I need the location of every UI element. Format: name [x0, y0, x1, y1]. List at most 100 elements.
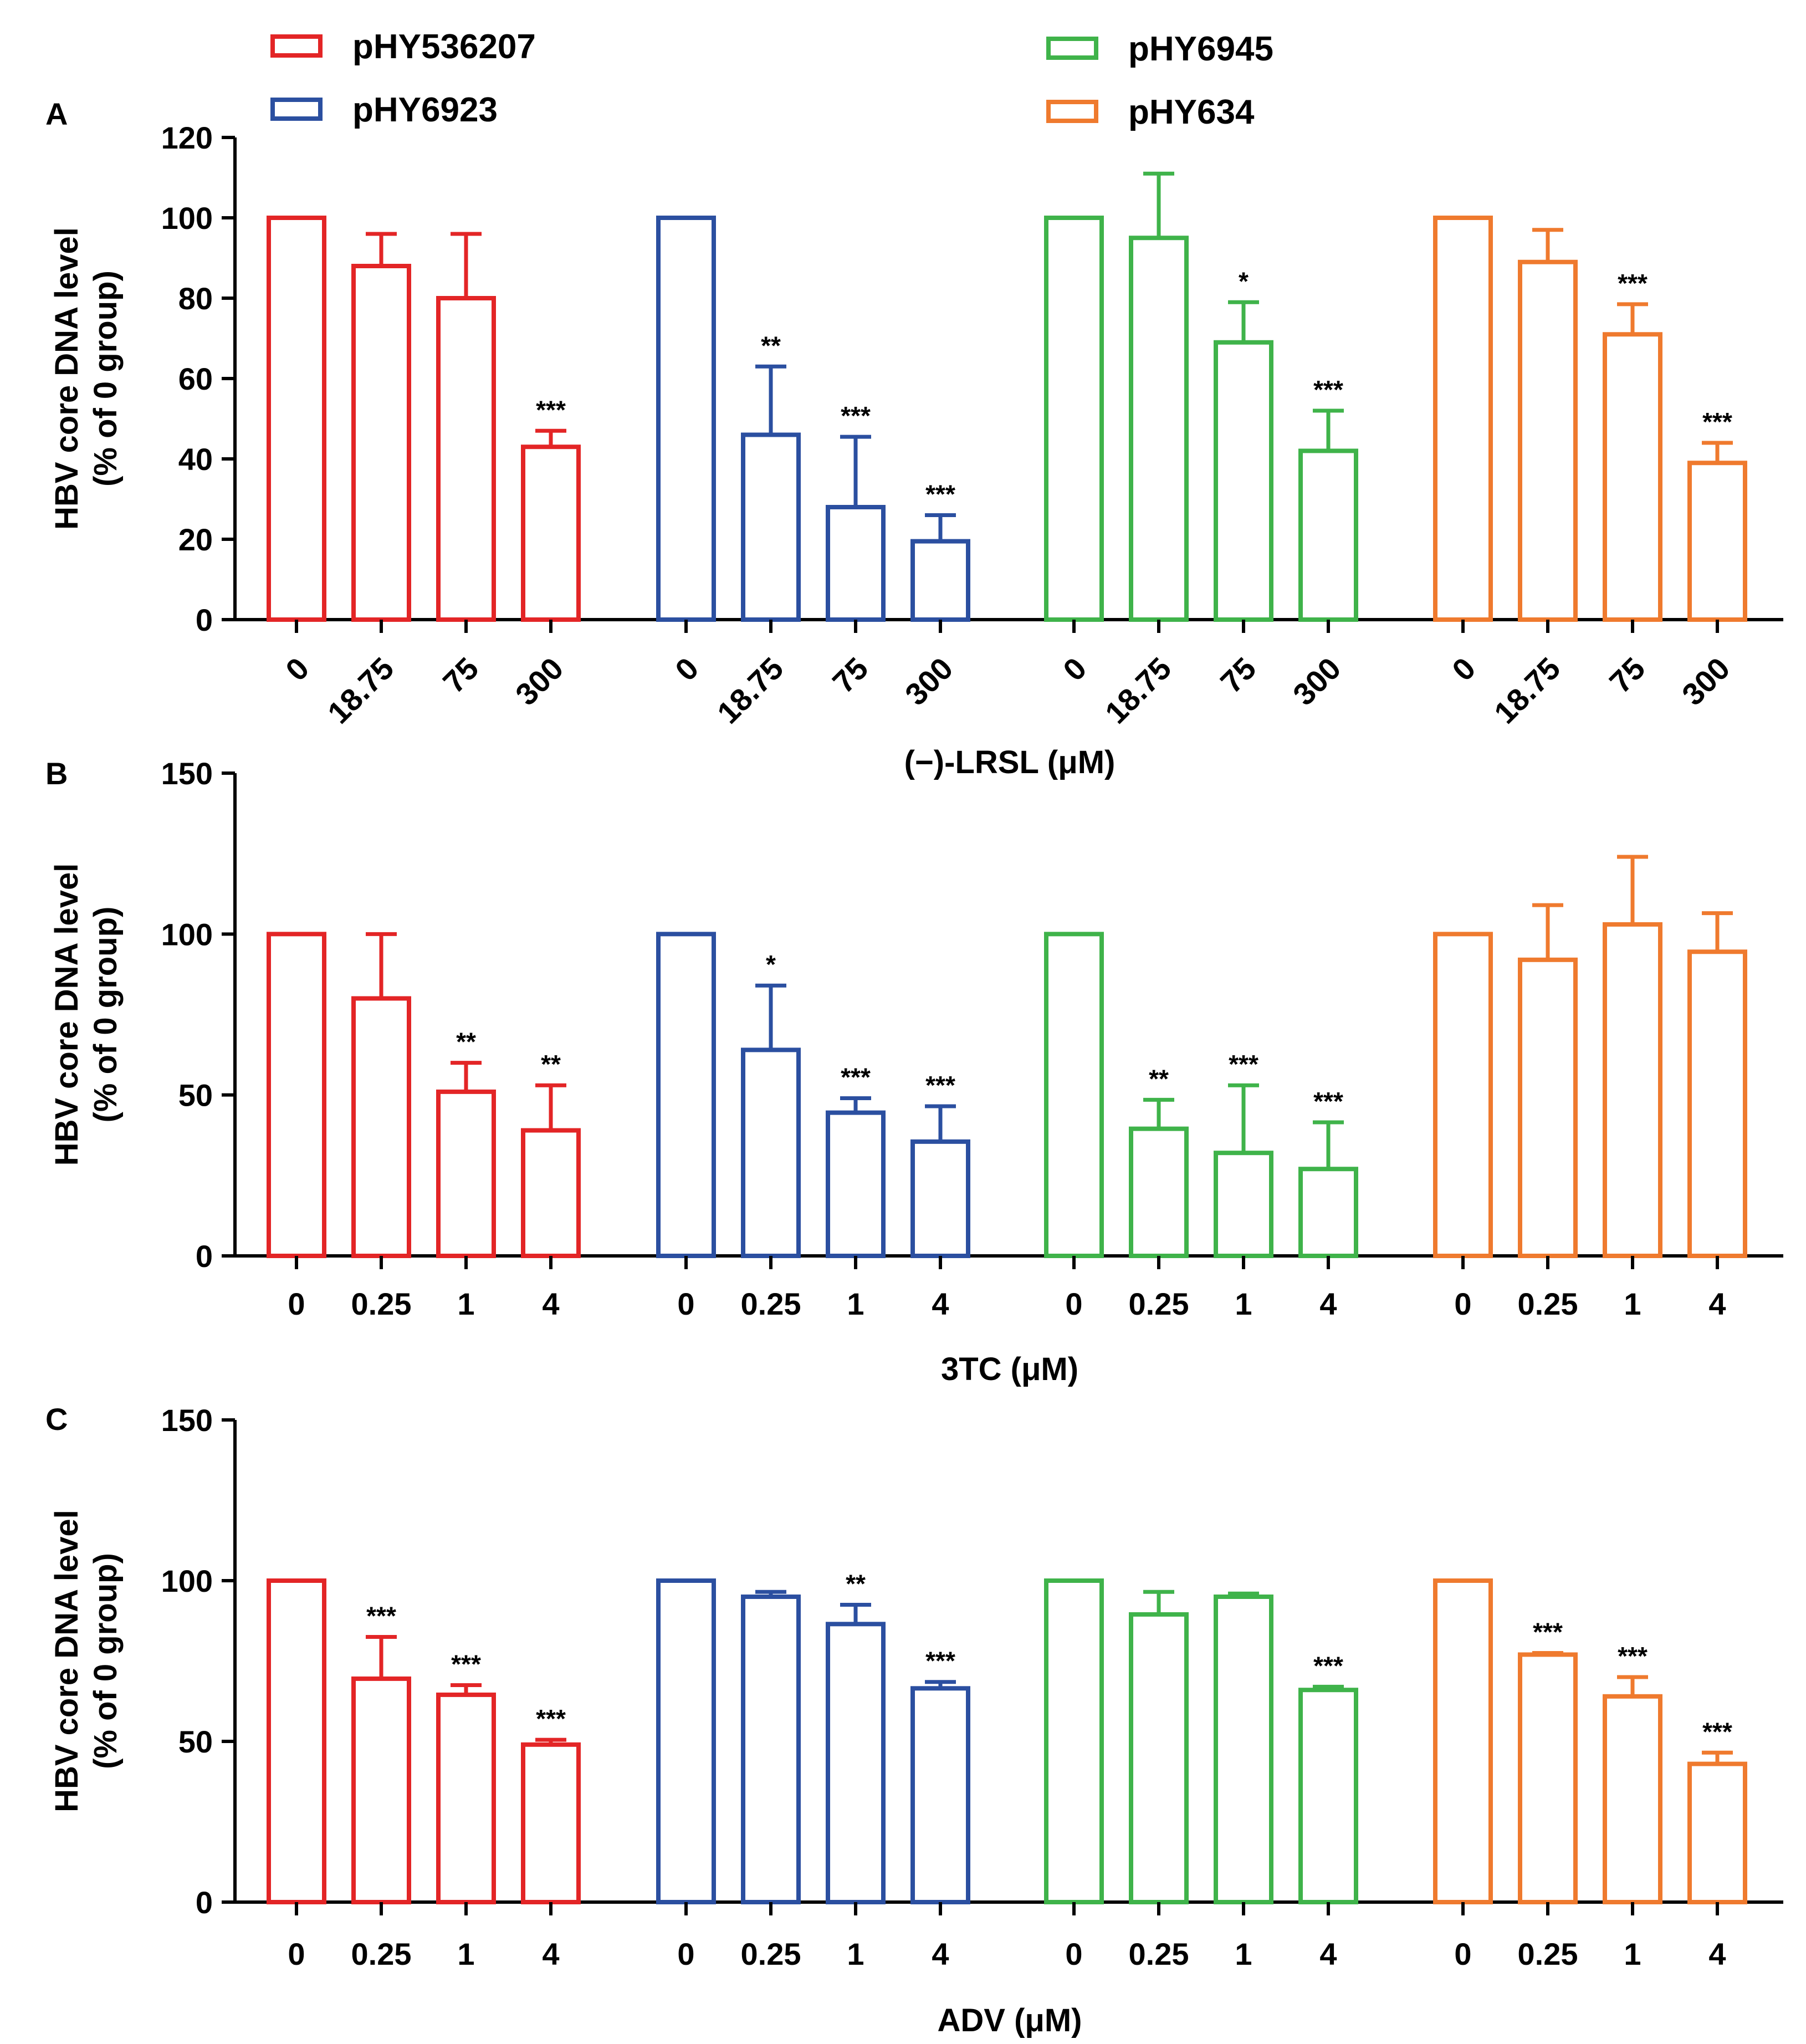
significance-stars: ***	[841, 401, 871, 430]
legend-swatch-pHY6945	[1046, 37, 1098, 60]
significance-stars: ***	[841, 1062, 871, 1091]
bar	[741, 1047, 801, 1258]
y-tick-label: 50	[178, 1724, 213, 1759]
significance-stars: ***	[1618, 269, 1648, 298]
bar	[1214, 340, 1273, 622]
significance-stars: ***	[536, 1704, 566, 1733]
legend: pHY536207 pHY6923 pHY6945 pHY634	[270, 28, 1273, 131]
significance-stars: ***	[1533, 1618, 1563, 1647]
bar	[1044, 216, 1104, 622]
y-axis-label-line1: HBV core DNA level	[49, 1510, 85, 1812]
x-tick-label: 0	[1065, 1936, 1082, 1971]
series-pHY536207: ** **	[267, 932, 581, 1259]
significance-stars: *	[1239, 267, 1249, 295]
y-tick-label: 150	[161, 756, 213, 791]
x-tick-label: 75	[1214, 651, 1263, 700]
bar	[1214, 1595, 1273, 1904]
bar	[267, 932, 326, 1259]
x-tick-label: 1	[1624, 1936, 1641, 1971]
significance-stars: **	[761, 331, 781, 360]
bar	[1298, 448, 1358, 622]
x-tick-label: 0.25	[1129, 1936, 1189, 1971]
series-pHY634	[1433, 855, 1747, 1259]
x-axis-label-A: (−)-LRSL (μM)	[904, 744, 1116, 780]
x-tick-label: 4	[1708, 1286, 1726, 1321]
x-tick-label: 18.75	[1098, 651, 1178, 730]
x-tick-label: 0.25	[1518, 1936, 1578, 1971]
bar	[1433, 1578, 1493, 1904]
significance-stars: ***	[1313, 375, 1343, 404]
panel-letter-C: C	[45, 1402, 68, 1437]
y-tick-label: 50	[178, 1078, 213, 1113]
bar	[521, 1742, 581, 1905]
significance-stars: ***	[1618, 1642, 1648, 1670]
x-tick-label: 0.25	[1518, 1286, 1578, 1321]
legend-label-pHY6945: pHY6945	[1128, 30, 1273, 68]
bar	[1603, 332, 1662, 622]
x-tick-label: 75	[436, 651, 485, 700]
x-tick-label: 4	[932, 1936, 949, 1971]
bar	[656, 932, 716, 1259]
y-tick-label: 0	[196, 1239, 213, 1274]
x-tick-label: 1	[1235, 1286, 1252, 1321]
x-tick-label: 1	[847, 1936, 864, 1971]
y-tick-label: 0	[196, 1885, 213, 1920]
x-tick-label: 4	[1708, 1936, 1726, 1971]
x-axis-label-B: 3TC (μM)	[941, 1351, 1078, 1387]
x-tick-label: 0.25	[741, 1936, 801, 1971]
bar	[1518, 259, 1578, 622]
x-tick-label: 4	[542, 1936, 559, 1971]
x-tick-label: 0.25	[351, 1936, 412, 1971]
bar	[741, 1595, 801, 1904]
bar	[741, 432, 801, 622]
x-tick-label: 4	[1319, 1936, 1337, 1971]
x-tick-label: 0	[677, 1936, 694, 1971]
series-pHY6923: **** ***	[656, 932, 970, 1259]
x-tick-label: 18.75	[321, 651, 401, 730]
significance-stars: ***	[366, 1602, 396, 1631]
x-tick-label: 1	[1235, 1936, 1252, 1971]
bar	[1603, 922, 1662, 1258]
legend-label-pHY536207: pHY536207	[352, 28, 536, 66]
x-tick-label: 0.25	[1129, 1286, 1189, 1321]
series-pHY6945: ***	[1044, 1578, 1358, 1904]
x-tick-label: 75	[826, 651, 875, 700]
x-tick-label: 0.25	[351, 1286, 412, 1321]
y-axis-label-A: HBV core DNA level(% of 0 group)	[49, 227, 124, 530]
significance-stars: **	[541, 1050, 561, 1079]
significance-stars: ***	[451, 1650, 481, 1679]
y-axis-label-line2: (% of 0 group)	[88, 270, 124, 487]
bar	[521, 1128, 581, 1259]
x-tick-label: 0	[1445, 651, 1482, 688]
significance-stars: **	[846, 1570, 866, 1598]
bar	[351, 1676, 411, 1904]
y-tick-label: 120	[161, 120, 213, 155]
x-tick-label: 0	[288, 1286, 305, 1321]
significance-stars: ***	[925, 1071, 955, 1100]
bar	[1687, 1761, 1747, 1905]
bar	[1298, 1167, 1358, 1258]
x-tick-label: 1	[457, 1936, 474, 1971]
bar	[656, 216, 716, 622]
significance-stars: ***	[1702, 407, 1732, 436]
significance-stars: ***	[1702, 1717, 1732, 1746]
bar	[1129, 1126, 1189, 1259]
bar	[1129, 1612, 1189, 1904]
x-tick-label: 300	[1675, 651, 1737, 712]
bar	[826, 1622, 886, 1905]
panel-A: A HBV core DNA level(% of 0 group) 0 20 40 60…	[45, 96, 1783, 780]
y-axis-label-line1: HBV core DNA level	[49, 227, 85, 530]
series-pHY6945: ********	[1044, 932, 1358, 1259]
y-tick-label: 20	[178, 522, 213, 557]
legend-item-pHY6923: pHY6923	[270, 91, 498, 129]
bar	[1687, 461, 1747, 622]
legend-item-pHY536207: pHY536207	[270, 28, 536, 66]
bar	[267, 216, 326, 622]
y-axis-label-B: HBV core DNA level(% of 0 group)	[49, 863, 124, 1166]
x-tick-label: 0.25	[741, 1286, 801, 1321]
legend-swatch-pHY536207	[270, 34, 323, 58]
significance-stars: ***	[1229, 1050, 1258, 1079]
y-axis-label-line2: (% of 0 group)	[88, 907, 124, 1123]
series-pHY6923: *****	[656, 1570, 970, 1905]
x-tick-label: 1	[847, 1286, 864, 1321]
